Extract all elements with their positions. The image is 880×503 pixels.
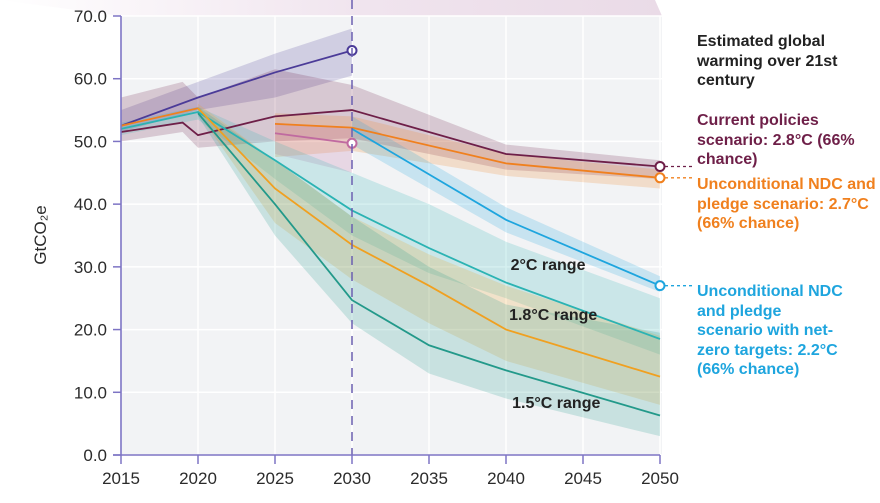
line-unconditional-ndc-and-pledge-scenario-with-net-zero-targets bbox=[351, 128, 661, 287]
x-tick-label: 2035 bbox=[410, 469, 448, 488]
line-unconditional-ndc-and-pledge-scenario bbox=[274, 122, 661, 179]
y-tick-label: 20.0 bbox=[74, 321, 107, 340]
x-tick-label: 2050 bbox=[641, 469, 679, 488]
legend-title: Estimated global warming over 21st centu… bbox=[697, 33, 838, 89]
line-unconditional-ndc-and-pledge-scenario bbox=[120, 107, 199, 127]
line-current-policies-scenario bbox=[120, 109, 661, 168]
band-2-c-range bbox=[121, 106, 660, 355]
line-2010-policies-projection bbox=[120, 49, 353, 127]
plot-background bbox=[121, 16, 662, 455]
range-label: 2°C range bbox=[511, 257, 586, 274]
line-1-8-c-range bbox=[197, 107, 661, 378]
line-conditional-ndc-scenario bbox=[274, 132, 353, 145]
marker-current-policies-scenario bbox=[654, 161, 666, 173]
x-tick-label: 2020 bbox=[179, 469, 217, 488]
annotations: 2°C range 1.8°C range 1.5°C range bbox=[509, 257, 600, 412]
y-tick-label: 10.0 bbox=[74, 383, 107, 402]
axes: 0.0 10.0 20.0 30.0 40.0 50.0 60.0 70.0 2015 2020 2… bbox=[74, 0, 679, 488]
y-tick-label: 0.0 bbox=[83, 446, 107, 465]
series-lines bbox=[120, 44, 694, 417]
band-1-5-c-range bbox=[198, 106, 660, 437]
y-tick-label: 70.0 bbox=[74, 7, 107, 26]
legend-net-zero: Unconditional NDC and pledge scenario wi… bbox=[697, 283, 843, 378]
top-shade bbox=[0, 0, 662, 16]
band-1-8-c-range bbox=[198, 103, 660, 405]
y-tick-label: 40.0 bbox=[74, 195, 107, 214]
band-current-policies-scenario bbox=[121, 69, 660, 180]
range-label: 1.8°C range bbox=[509, 307, 597, 324]
y-axis-label: GtCO₂e bbox=[31, 205, 50, 265]
x-tick-label: 2030 bbox=[333, 469, 371, 488]
marker-unconditional-ndc-and-pledge-scenario bbox=[654, 172, 666, 184]
band-unconditional-ndc-and-pledge-scenario-with-net-zero-targets bbox=[352, 116, 660, 292]
x-tick-label: 2015 bbox=[102, 469, 140, 488]
band-2010-policies-projection bbox=[121, 28, 352, 133]
x-tick-label: 2040 bbox=[487, 469, 525, 488]
line-1-5-c-range bbox=[197, 112, 661, 417]
legend-current-policies: Current policies scenario: 2.8°C (66% ch… bbox=[697, 112, 855, 168]
marker-unconditional-ndc-and-pledge-scenario-with-net-zero-targets bbox=[654, 280, 666, 292]
y-tick-label: 60.0 bbox=[74, 70, 107, 89]
x-tick-label: 2025 bbox=[256, 469, 294, 488]
y-tick-label: 50.0 bbox=[74, 132, 107, 151]
y-tick-label: 30.0 bbox=[74, 258, 107, 277]
legend-unconditional-ndc: Unconditional NDC and pledge scenario: 2… bbox=[697, 176, 876, 232]
range-label: 1.5°C range bbox=[512, 395, 600, 412]
x-tick-label: 2045 bbox=[564, 469, 602, 488]
